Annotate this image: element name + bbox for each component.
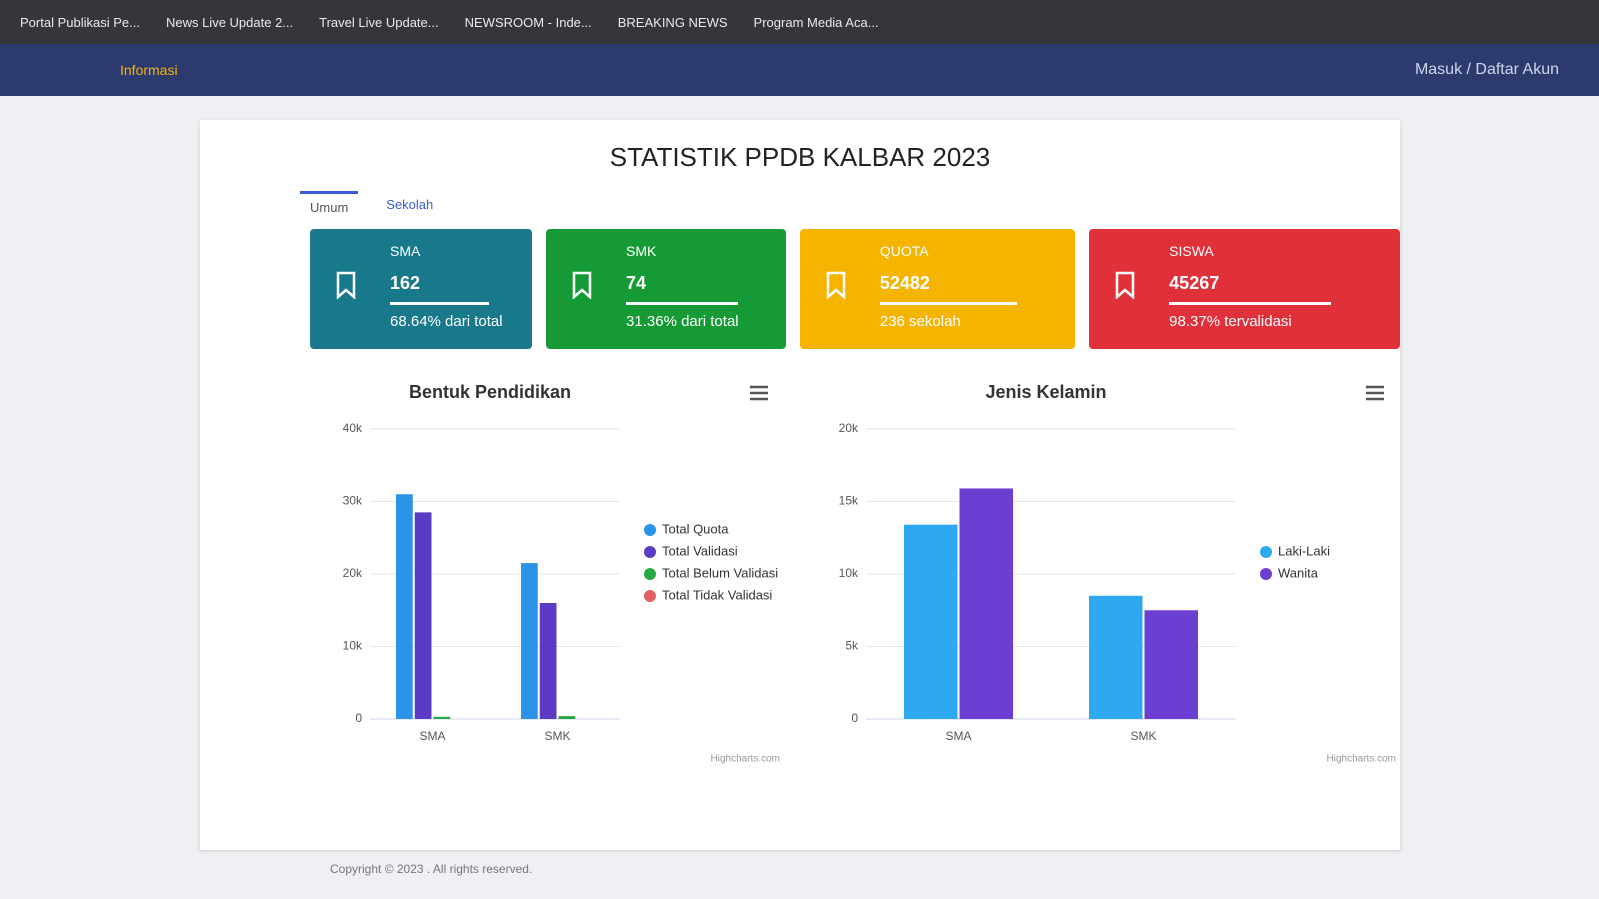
x-tick-label: SMK <box>544 729 570 743</box>
x-tick-label: SMA <box>419 729 445 743</box>
tab[interactable]: Umum <box>300 191 359 221</box>
legend-label: Laki-Laki <box>1278 543 1330 558</box>
card-label: QUOTA <box>879 243 929 259</box>
y-tick-label: 10k <box>838 566 858 580</box>
bookmark: Portal Publikasi Pe... <box>20 14 140 30</box>
chart-menu[interactable] <box>750 385 768 401</box>
bookmark-icon <box>572 271 592 299</box>
card-note: 98.37% tervalidasi <box>1169 313 1292 330</box>
legend-label: Total Quota <box>662 521 729 536</box>
chart-title: Jenis Kelamin <box>985 382 1106 402</box>
tab[interactable]: Sekolah <box>386 197 434 212</box>
y-tick-label: 30k <box>343 494 363 508</box>
card-divider <box>390 302 490 305</box>
icon-shape <box>1115 271 1135 299</box>
y-tick-label: 0 <box>355 711 362 725</box>
stat-card: SISWA 45267 98.37% tervalidasi <box>1089 229 1400 349</box>
y-tick-label: 40k <box>343 421 363 435</box>
y-tick-label: 10k <box>343 639 363 653</box>
card-value: 45267 <box>1169 273 1220 293</box>
bar <box>1088 595 1143 719</box>
bookmark-icon <box>336 271 356 299</box>
legend-marker <box>644 546 656 558</box>
bar <box>433 716 451 719</box>
bar <box>1144 610 1198 719</box>
nav-menu[interactable]: Informasi <box>120 62 178 78</box>
icon-shape <box>336 271 356 299</box>
icon-shape <box>572 271 592 299</box>
card-value: 74 <box>626 273 647 293</box>
icon-shape <box>826 271 846 299</box>
chart-menu[interactable] <box>1365 385 1384 401</box>
x-tick-label: SMK <box>1130 729 1156 743</box>
card-note: 236 sekolah <box>879 313 961 330</box>
card-note: 31.36% dari total <box>626 313 739 330</box>
bookmark: News Live Update 2... <box>165 14 294 30</box>
card-divider <box>1169 302 1331 305</box>
stat-card: SMA 162 68.64% dari total <box>310 229 533 349</box>
legend-marker <box>1259 568 1272 580</box>
bar <box>959 488 1013 719</box>
bar <box>414 512 432 719</box>
footer: Copyright © 2023 . All rights reserved. <box>330 862 533 876</box>
bookmark-icon <box>1115 271 1135 299</box>
content-panel: STATISTIK PPDB KALBAR 2023 Umum Sekolah … <box>200 120 1400 850</box>
legend-label: Total Belum Validasi <box>662 565 778 580</box>
bookmark: NEWSROOM - Inde... <box>464 14 592 30</box>
chart: Bentuk Pendidikan 0 10k 20k 30k 40k SMA SMK Tota… <box>310 369 786 769</box>
charts: Bentuk Pendidikan 0 10k 20k 30k 40k SMA SMK Tota… <box>310 369 1400 769</box>
navbar: Informasi Masuk / Daftar Akun <box>0 44 1599 96</box>
bookmark-icon <box>826 271 846 299</box>
bookmark-bar: Portal Publikasi Pe... News Live Update 2… <box>0 0 1599 44</box>
bar <box>521 563 538 719</box>
stat-card: QUOTA 52482 236 sekolah <box>799 229 1076 349</box>
cards: SMA 162 68.64% dari total SMK 74 31.36% dari … <box>310 229 1400 349</box>
x-tick-label: SMA <box>945 729 971 743</box>
y-tick-label: 20k <box>343 566 363 580</box>
legend-marker <box>644 590 656 602</box>
legend-label: Total Validasi <box>662 543 738 558</box>
chart: Jenis Kelamin 0 5k 10k 15k 20k SMA SMK Laki-Laki… <box>805 369 1400 769</box>
legend-marker <box>644 524 656 536</box>
legend-marker <box>644 568 656 580</box>
card-divider <box>879 302 1017 305</box>
legend-label: Total Tidak Validasi <box>662 587 772 602</box>
credits: Highcharts.com <box>1326 754 1395 765</box>
card-label: SMA <box>390 243 421 259</box>
y-tick-label: 0 <box>851 711 858 725</box>
bookmark: BREAKING NEWS <box>617 14 728 30</box>
y-tick-label: 15k <box>838 494 858 508</box>
chart-title: Bentuk Pendidikan <box>409 382 571 402</box>
card-label: SMK <box>626 243 657 259</box>
y-tick-label: 20k <box>838 421 858 435</box>
page-title: STATISTIK PPDB KALBAR 2023 <box>609 142 991 172</box>
bookmark: Program Media Aca... <box>753 14 879 30</box>
card-value: 162 <box>390 273 421 293</box>
legend-label: Wanita <box>1278 565 1319 580</box>
card-note: 68.64% dari total <box>390 313 503 330</box>
legend-marker <box>1259 546 1272 558</box>
card-divider <box>626 302 738 305</box>
bookmark: Travel Live Update... <box>319 14 439 30</box>
y-tick-label: 5k <box>845 639 859 653</box>
login-link[interactable]: Masuk / Daftar Akun <box>1414 61 1559 78</box>
bar <box>903 524 958 719</box>
tabs: Umum Sekolah <box>300 191 1400 221</box>
card-value: 52482 <box>879 273 930 293</box>
credits: Highcharts.com <box>711 754 780 765</box>
bar <box>539 603 557 719</box>
card-label: SISWA <box>1169 243 1214 259</box>
bar <box>396 494 413 719</box>
stat-card: SMK 74 31.36% dari total <box>546 229 786 349</box>
bar <box>558 716 576 719</box>
